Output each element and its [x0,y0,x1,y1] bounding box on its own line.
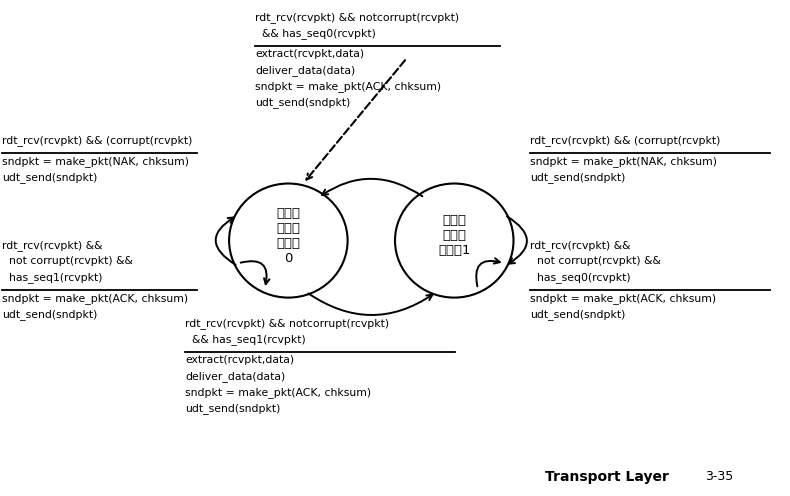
Text: rdt_rcv(rcvpkt) &&: rdt_rcv(rcvpkt) && [530,240,630,251]
Text: rdt_rcv(rcvpkt) && notcorrupt(rcvpkt): rdt_rcv(rcvpkt) && notcorrupt(rcvpkt) [185,318,389,329]
Text: sndpkt = make_pkt(ACK, chksum): sndpkt = make_pkt(ACK, chksum) [255,81,441,92]
Text: has_seq1(rcvpkt): has_seq1(rcvpkt) [2,272,103,283]
Text: 等待来
自下层
的调用1: 等待来 自下层 的调用1 [438,214,471,257]
Text: udt_send(sndpkt): udt_send(sndpkt) [2,309,97,320]
Text: udt_send(sndpkt): udt_send(sndpkt) [530,172,626,183]
Text: rdt_rcv(rcvpkt) && notcorrupt(rcvpkt): rdt_rcv(rcvpkt) && notcorrupt(rcvpkt) [255,12,459,23]
Text: && has_seq0(rcvpkt): && has_seq0(rcvpkt) [255,28,376,39]
Text: 3-35: 3-35 [705,470,733,483]
Text: udt_send(sndpkt): udt_send(sndpkt) [2,172,97,183]
Text: udt_send(sndpkt): udt_send(sndpkt) [185,403,280,414]
Text: 等待来
自下层
的调用
0: 等待来 自下层 的调用 0 [276,206,300,264]
Text: sndpkt = make_pkt(ACK, chksum): sndpkt = make_pkt(ACK, chksum) [185,387,371,398]
Text: rdt_rcv(rcvpkt) && (corrupt(rcvpkt): rdt_rcv(rcvpkt) && (corrupt(rcvpkt) [2,135,193,146]
Text: sndpkt = make_pkt(ACK, chksum): sndpkt = make_pkt(ACK, chksum) [530,293,716,304]
Text: deliver_data(data): deliver_data(data) [255,65,356,76]
Text: extract(rcvpkt,data): extract(rcvpkt,data) [255,49,364,59]
Text: Transport Layer: Transport Layer [545,470,669,484]
Text: extract(rcvpkt,data): extract(rcvpkt,data) [185,355,294,365]
Text: deliver_data(data): deliver_data(data) [185,371,285,382]
Text: has_seq0(rcvpkt): has_seq0(rcvpkt) [530,272,630,283]
Text: sndpkt = make_pkt(NAK, chksum): sndpkt = make_pkt(NAK, chksum) [530,156,717,167]
Text: not corrupt(rcvpkt) &&: not corrupt(rcvpkt) && [2,256,133,266]
Text: rdt_rcv(rcvpkt) &&: rdt_rcv(rcvpkt) && [2,240,103,251]
Text: sndpkt = make_pkt(NAK, chksum): sndpkt = make_pkt(NAK, chksum) [2,156,189,167]
Text: udt_send(sndpkt): udt_send(sndpkt) [255,97,351,108]
Text: rdt_rcv(rcvpkt) && (corrupt(rcvpkt): rdt_rcv(rcvpkt) && (corrupt(rcvpkt) [530,135,720,146]
Text: && has_seq1(rcvpkt): && has_seq1(rcvpkt) [185,334,306,345]
Text: udt_send(sndpkt): udt_send(sndpkt) [530,309,626,320]
Text: not corrupt(rcvpkt) &&: not corrupt(rcvpkt) && [530,256,661,266]
Text: sndpkt = make_pkt(ACK, chksum): sndpkt = make_pkt(ACK, chksum) [2,293,188,304]
